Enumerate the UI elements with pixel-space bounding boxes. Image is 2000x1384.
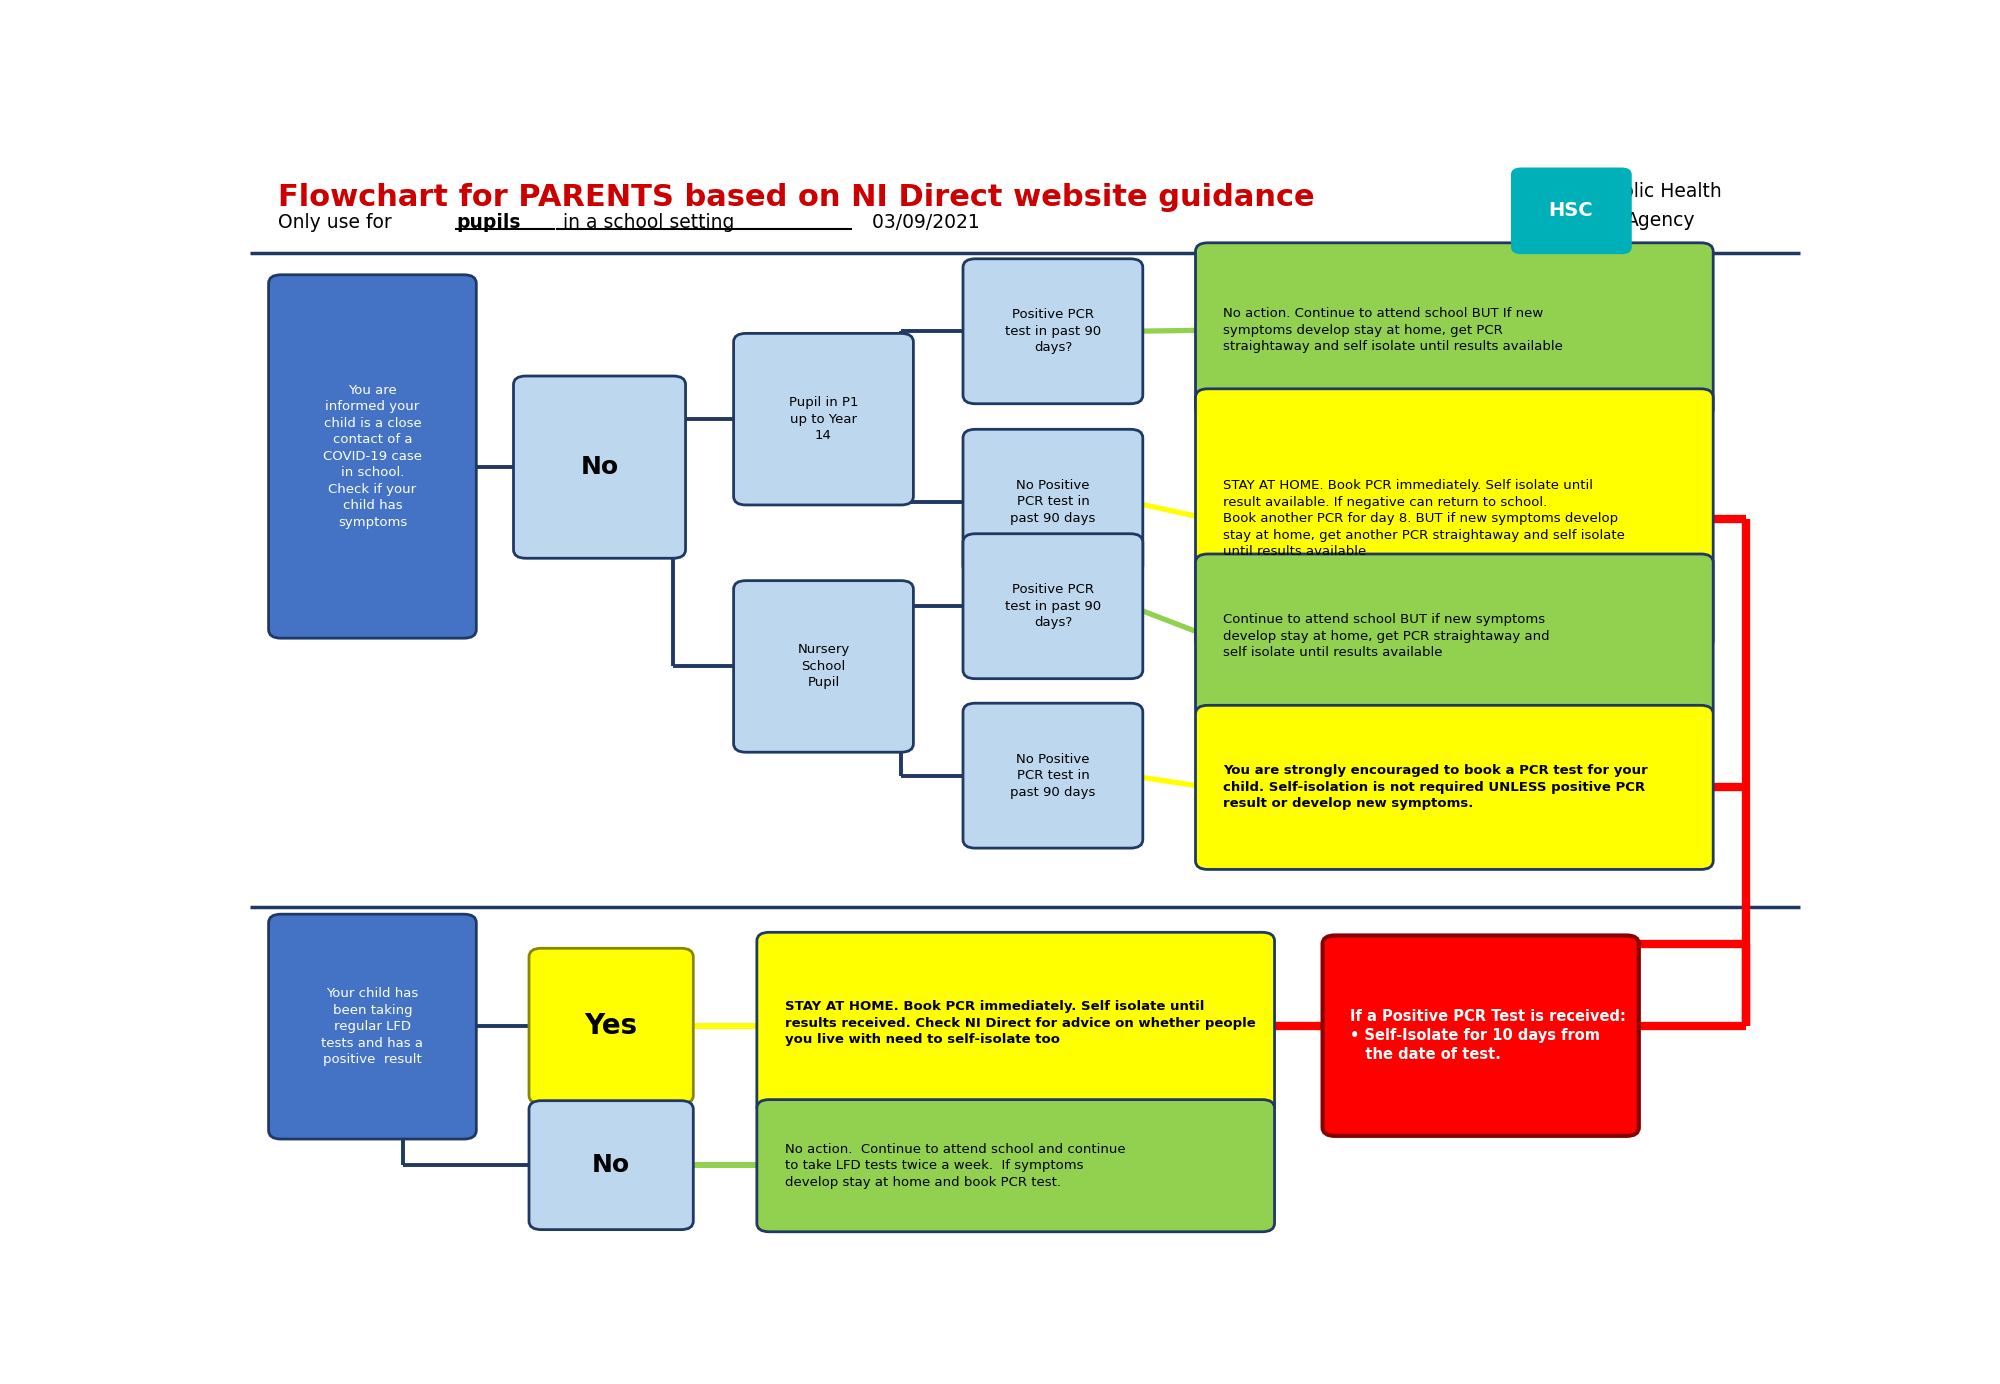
Text: 03/09/2021: 03/09/2021	[854, 213, 980, 233]
Text: No Positive
PCR test in
past 90 days: No Positive PCR test in past 90 days	[1010, 753, 1096, 799]
Text: Positive PCR
test in past 90
days?: Positive PCR test in past 90 days?	[1004, 309, 1100, 354]
FancyBboxPatch shape	[964, 259, 1142, 404]
FancyBboxPatch shape	[756, 1100, 1274, 1232]
FancyBboxPatch shape	[514, 376, 686, 558]
Text: Yes: Yes	[584, 1012, 638, 1041]
FancyBboxPatch shape	[734, 334, 914, 505]
FancyBboxPatch shape	[964, 534, 1142, 678]
FancyBboxPatch shape	[734, 581, 914, 753]
FancyBboxPatch shape	[1196, 242, 1714, 418]
Text: Flowchart for PARENTS based on NI Direct website guidance: Flowchart for PARENTS based on NI Direct…	[278, 183, 1314, 212]
Text: Pupil in P1
up to Year
14: Pupil in P1 up to Year 14	[788, 396, 858, 441]
Text: Only use for: Only use for	[278, 213, 398, 233]
Text: No: No	[580, 455, 618, 479]
FancyBboxPatch shape	[1196, 389, 1714, 649]
Text: No action.  Continue to attend school and continue
to take LFD tests twice a wee: No action. Continue to attend school and…	[784, 1143, 1126, 1189]
Text: Positive PCR
test in past 90
days?: Positive PCR test in past 90 days?	[1004, 583, 1100, 630]
FancyBboxPatch shape	[964, 703, 1142, 848]
FancyBboxPatch shape	[528, 1100, 694, 1229]
Text: pupils: pupils	[456, 213, 520, 233]
Text: HSC: HSC	[1548, 201, 1592, 220]
Text: Agency: Agency	[1626, 210, 1696, 230]
Text: STAY AT HOME. Book PCR immediately. Self isolate until
results received. Check N: STAY AT HOME. Book PCR immediately. Self…	[784, 1001, 1256, 1046]
FancyBboxPatch shape	[1512, 169, 1632, 253]
FancyBboxPatch shape	[528, 948, 694, 1104]
FancyBboxPatch shape	[268, 275, 476, 638]
Text: Continue to attend school BUT if new symptoms
develop stay at home, get PCR stra: Continue to attend school BUT if new sym…	[1224, 613, 1550, 659]
Text: No: No	[592, 1153, 630, 1178]
Text: Your child has
been taking
regular LFD
tests and has a
positive  result: Your child has been taking regular LFD t…	[322, 987, 424, 1066]
Text: If a Positive PCR Test is received:
• Self-Isolate for 10 days from
   the date : If a Positive PCR Test is received: • Se…	[1350, 1009, 1626, 1063]
FancyBboxPatch shape	[1196, 706, 1714, 869]
Text: Nursery
School
Pupil: Nursery School Pupil	[798, 644, 850, 689]
Text: No Positive
PCR test in
past 90 days: No Positive PCR test in past 90 days	[1010, 479, 1096, 525]
FancyBboxPatch shape	[964, 429, 1142, 574]
FancyBboxPatch shape	[1196, 554, 1714, 718]
FancyBboxPatch shape	[268, 915, 476, 1139]
Text: Public Health: Public Health	[1600, 183, 1722, 201]
Text: No action. Continue to attend school BUT If new
symptoms develop stay at home, g: No action. Continue to attend school BUT…	[1224, 307, 1564, 353]
Text: STAY AT HOME. Book PCR immediately. Self isolate until
result available. If nega: STAY AT HOME. Book PCR immediately. Self…	[1224, 479, 1626, 558]
Text: You are strongly encouraged to book a PCR test for your
child. Self-isolation is: You are strongly encouraged to book a PC…	[1224, 764, 1648, 811]
FancyBboxPatch shape	[1322, 936, 1638, 1136]
Text: in a school setting: in a school setting	[556, 213, 734, 233]
Text: You are
informed your
child is a close
contact of a
COVID-19 case
in school.
Che: You are informed your child is a close c…	[322, 383, 422, 529]
FancyBboxPatch shape	[756, 933, 1274, 1114]
